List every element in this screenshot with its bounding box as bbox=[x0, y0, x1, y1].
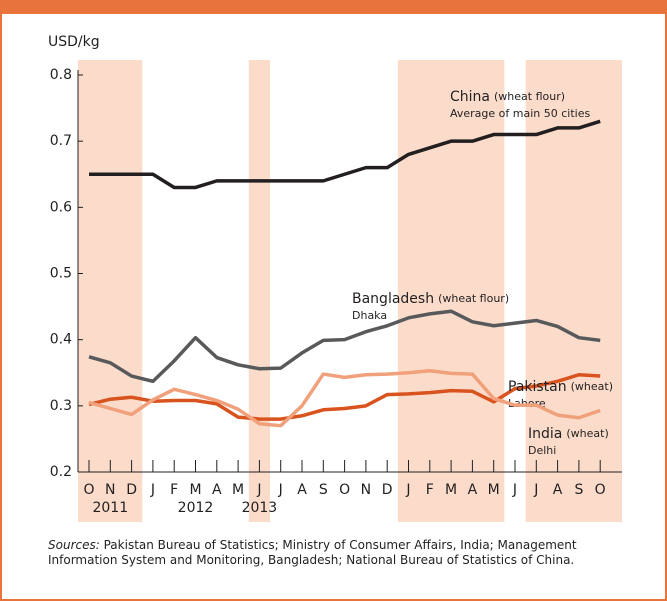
x-tick-label: D bbox=[382, 482, 393, 498]
year-shade bbox=[248, 60, 271, 522]
series-line bbox=[88, 309, 601, 384]
x-tick-label: M bbox=[189, 482, 201, 498]
y-tick-label: 0.8 bbox=[50, 67, 72, 83]
series-qualifier: (wheat) bbox=[571, 380, 613, 393]
y-tick-label: 0.2 bbox=[50, 464, 72, 480]
year-shade bbox=[525, 60, 622, 522]
x-tick-label: J bbox=[405, 482, 410, 498]
x-tick-label: O bbox=[83, 482, 94, 498]
x-tick-label: M bbox=[232, 482, 244, 498]
series-name: China bbox=[450, 89, 490, 105]
x-tick-label: N bbox=[105, 482, 115, 498]
series-label: India (wheat) bbox=[528, 426, 609, 442]
series-name: Bangladesh bbox=[352, 291, 434, 307]
x-tick-label: S bbox=[574, 482, 583, 498]
x-tick-label: J bbox=[533, 482, 538, 498]
x-tick-label: J bbox=[256, 482, 261, 498]
x-tick-label: F bbox=[170, 482, 178, 498]
x-tick-label: A bbox=[297, 482, 307, 498]
x-tick-label: A bbox=[212, 482, 222, 498]
x-tick-label: J bbox=[150, 482, 155, 498]
series-name: Pakistan bbox=[508, 379, 567, 395]
x-tick-label: S bbox=[319, 482, 328, 498]
series-name: India bbox=[528, 426, 562, 442]
series-label: Bangladesh (wheat flour) bbox=[352, 291, 509, 307]
x-tick-label: A bbox=[553, 482, 563, 498]
x-tick-label: O bbox=[595, 482, 606, 498]
sources-text: Pakistan Bureau of Statistics; Ministry … bbox=[48, 538, 577, 567]
year-label: 2012 bbox=[178, 500, 214, 516]
series-line bbox=[88, 369, 601, 428]
y-tick-label: 0.6 bbox=[50, 199, 72, 215]
series-note: Dhaka bbox=[352, 309, 387, 322]
x-tick-label: N bbox=[361, 482, 371, 498]
x-tick-label: M bbox=[445, 482, 457, 498]
year-shade bbox=[78, 60, 143, 522]
year-label: 2011 bbox=[92, 500, 128, 516]
series-qualifier: (wheat flour) bbox=[438, 292, 509, 305]
x-tick-label: O bbox=[339, 482, 350, 498]
x-tick-label: J bbox=[278, 482, 283, 498]
series-note: Delhi bbox=[528, 444, 556, 457]
x-tick-label: A bbox=[468, 482, 478, 498]
sources-label: Sources: bbox=[48, 538, 100, 552]
x-tick-label: J bbox=[512, 482, 517, 498]
y-axis-label: USD/kg bbox=[48, 34, 100, 50]
series-line bbox=[88, 372, 601, 421]
series-line bbox=[89, 119, 601, 190]
x-tick-label: D bbox=[126, 482, 137, 498]
y-tick-label: 0.5 bbox=[50, 266, 72, 282]
x-tick-label: F bbox=[426, 482, 434, 498]
series-label: Pakistan (wheat) bbox=[508, 379, 613, 395]
y-tick-label: 0.4 bbox=[50, 332, 72, 348]
series-qualifier: (wheat) bbox=[566, 427, 608, 440]
x-tick-label: M bbox=[488, 482, 500, 498]
y-tick-label: 0.3 bbox=[50, 398, 72, 414]
series-qualifier: (wheat flour) bbox=[494, 90, 565, 103]
series-label: China (wheat flour) bbox=[450, 89, 565, 105]
series-note: Average of main 50 cities bbox=[450, 107, 590, 120]
y-tick-label: 0.7 bbox=[50, 133, 72, 149]
sources: Sources: Pakistan Bureau of Statistics; … bbox=[48, 538, 648, 568]
year-label: 2013 bbox=[242, 500, 278, 516]
